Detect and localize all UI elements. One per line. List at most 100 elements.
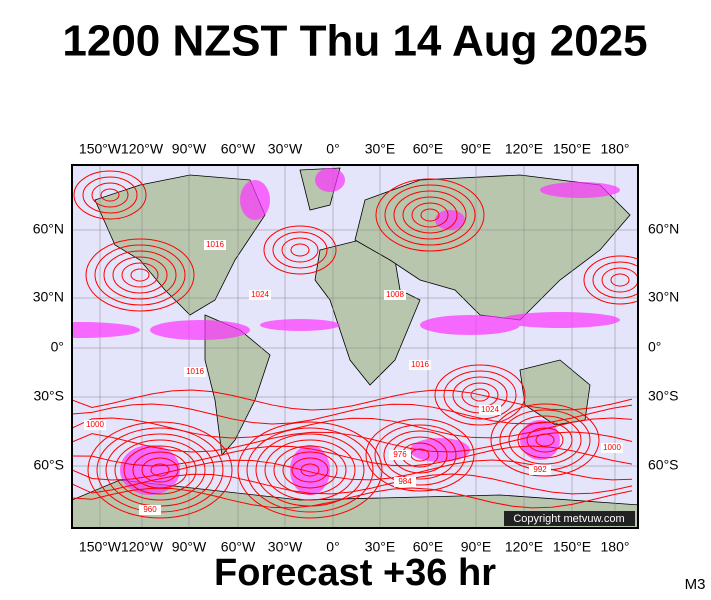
isobar-label-bg xyxy=(384,290,406,300)
isobar xyxy=(87,421,233,519)
isobar xyxy=(526,427,564,453)
isobar-label: 1024 xyxy=(481,405,499,414)
rain-area xyxy=(410,438,470,462)
lon-label-top: 120°W xyxy=(121,141,164,157)
copyright-box xyxy=(504,511,635,526)
isobar xyxy=(72,403,633,425)
isobar xyxy=(94,244,186,306)
isobar xyxy=(291,457,329,483)
map-frame xyxy=(71,164,639,529)
lon-label-bottom: 90°E xyxy=(461,539,492,555)
model-label: M3 xyxy=(685,576,706,593)
isobar xyxy=(85,238,195,312)
isobar xyxy=(420,208,440,222)
isobar-label-bg xyxy=(529,465,551,475)
isobar xyxy=(290,243,310,257)
lon-label-bottom: 30°W xyxy=(268,539,303,555)
isobar xyxy=(402,196,458,234)
rain-area xyxy=(120,445,180,495)
isobar xyxy=(112,256,168,294)
isobar-label-bg xyxy=(394,477,416,487)
isobar-label: 1016 xyxy=(186,367,204,376)
isobar xyxy=(592,261,638,299)
isobar xyxy=(72,473,633,495)
isobar xyxy=(281,237,319,263)
isobar xyxy=(443,370,517,420)
lon-label-bottom: 90°W xyxy=(172,539,207,555)
lat-label-right: 60°S xyxy=(648,457,679,473)
isobar xyxy=(375,178,485,252)
isobar-label: 976 xyxy=(393,450,407,459)
lon-label-top: 150°E xyxy=(553,141,591,157)
isobar xyxy=(601,267,638,293)
isobar-label: 1016 xyxy=(206,240,224,249)
isobar-labels: 1016 1024 1016 1000 960 984 976 1024 1000 992 1008… xyxy=(84,240,623,515)
lat-label-left: 60°S xyxy=(33,457,64,473)
isobar xyxy=(100,188,120,202)
lat-label-left: 30°N xyxy=(33,289,64,305)
isobar xyxy=(411,202,449,228)
isobar-label-bg xyxy=(204,240,226,250)
isobar xyxy=(91,182,129,208)
lat-label-right: 60°N xyxy=(648,221,679,237)
isobar xyxy=(374,424,466,486)
map-area: 1016 1024 1016 1000 960 984 976 1024 1000 992 1008… xyxy=(72,165,638,528)
lon-label-bottom: 30°E xyxy=(365,539,396,555)
lon-label-bottom: 60°E xyxy=(413,539,444,555)
isobar xyxy=(72,487,633,509)
lat-label-left: 0° xyxy=(51,339,64,355)
lat-label-right: 0° xyxy=(648,339,661,355)
isobar-label: 1024 xyxy=(251,290,269,299)
isobar-label: 1000 xyxy=(603,443,621,452)
lon-label-top: 30°W xyxy=(268,141,303,157)
isobar xyxy=(123,445,197,495)
isobar-label: 984 xyxy=(398,477,412,486)
isobar xyxy=(384,184,476,246)
lon-label-bottom: 120°W xyxy=(121,539,164,555)
isobar xyxy=(237,421,383,519)
isobar xyxy=(73,170,147,220)
lat-label-right: 30°N xyxy=(648,289,679,305)
isobar xyxy=(434,364,526,426)
precipitation xyxy=(72,168,620,495)
isobar-label: 992 xyxy=(533,465,547,474)
copyright: Copyright metvuw.com xyxy=(513,513,624,525)
lat-label-left: 30°S xyxy=(33,388,64,404)
lon-label-top: 60°E xyxy=(413,141,444,157)
lat-label-left: 60°N xyxy=(33,221,64,237)
lon-label-top: 120°E xyxy=(505,141,543,157)
isobar xyxy=(263,225,337,275)
isobar xyxy=(72,417,633,439)
rain-area xyxy=(500,312,620,328)
isobar-label-bg xyxy=(139,505,161,515)
isobar-label: 1000 xyxy=(86,420,104,429)
title: 1200 NZST Thu 14 Aug 2025 xyxy=(62,17,647,66)
isobar xyxy=(272,231,328,269)
isobar xyxy=(490,403,600,477)
isobar xyxy=(246,427,374,513)
rain-area xyxy=(540,182,620,198)
lat-label-right: 30°S xyxy=(648,388,679,404)
lon-label-bottom: 120°E xyxy=(505,539,543,555)
isobar-label-bg xyxy=(389,450,411,460)
isobar xyxy=(393,190,467,240)
isobar-label: 960 xyxy=(143,505,157,514)
isobar xyxy=(383,430,457,480)
rain-area xyxy=(150,320,250,340)
isobar-label: 1008 xyxy=(386,290,404,299)
isobar xyxy=(583,255,638,305)
lon-label-bottom: 150°E xyxy=(553,539,591,555)
isobar xyxy=(121,262,159,288)
isobar xyxy=(103,250,177,300)
lon-label-top: 30°E xyxy=(365,141,396,157)
lon-label-top: 90°E xyxy=(461,141,492,157)
lon-label-top: 60°W xyxy=(221,141,256,157)
isobar xyxy=(470,388,490,402)
rain-area xyxy=(260,319,340,331)
isobar xyxy=(610,273,630,287)
isobar-label-bg xyxy=(479,405,501,415)
isobar-label: 1016 xyxy=(411,360,429,369)
isobar xyxy=(82,176,138,214)
isobar-label-bg xyxy=(84,420,106,430)
